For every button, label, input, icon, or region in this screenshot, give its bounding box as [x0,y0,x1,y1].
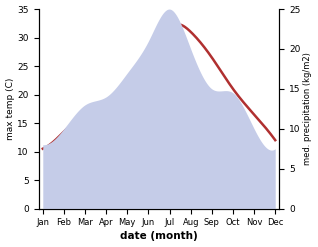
Y-axis label: med. precipitation (kg/m2): med. precipitation (kg/m2) [303,52,313,165]
X-axis label: date (month): date (month) [120,231,198,242]
Y-axis label: max temp (C): max temp (C) [5,78,15,140]
